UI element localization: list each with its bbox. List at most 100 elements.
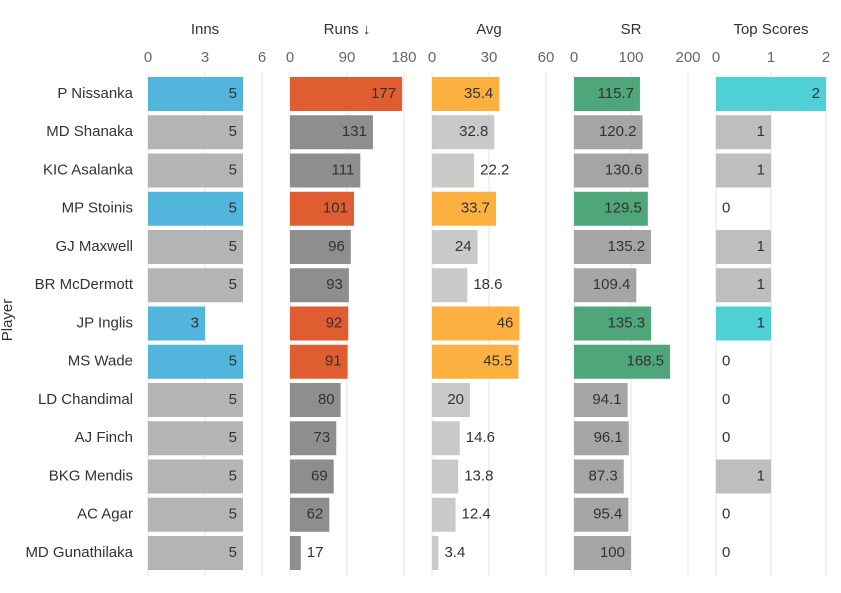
value-label: 17: [307, 544, 324, 561]
value-label: 1: [757, 161, 765, 178]
value-label: 94.1: [592, 391, 621, 408]
y-axis-label: Player: [0, 299, 16, 342]
bar: [290, 536, 301, 570]
bar: [574, 383, 628, 417]
value-label: 92: [326, 314, 343, 331]
value-label: 120.2: [599, 123, 637, 140]
row-label: AC Agar: [77, 506, 133, 523]
row-label: GJ Maxwell: [55, 238, 133, 255]
value-label: 22.2: [480, 161, 509, 178]
row-label: LD Chandimal: [38, 391, 133, 408]
value-label: 80: [318, 391, 335, 408]
bar: [432, 268, 468, 303]
bar: [148, 459, 243, 494]
x-tick-label: 2: [822, 49, 830, 66]
x-tick-label: 0: [144, 49, 152, 66]
x-tick-label: 1: [767, 49, 775, 66]
x-tick-label: 0: [712, 49, 720, 66]
value-label: 1: [757, 238, 765, 255]
value-label: 87.3: [589, 467, 618, 484]
value-label: 135.3: [608, 314, 646, 331]
bar: [148, 153, 243, 188]
value-label: 129.5: [604, 200, 642, 217]
bar: [716, 306, 771, 341]
value-label: 5: [229, 391, 237, 408]
bar: [432, 421, 460, 456]
value-label: 168.5: [626, 353, 664, 370]
bar: [574, 306, 652, 341]
value-label: 33.7: [461, 200, 490, 217]
x-tick-label: 180: [391, 49, 416, 66]
value-label: 0: [722, 391, 730, 408]
bar: [290, 344, 348, 379]
value-label: 0: [722, 200, 730, 217]
row-label: JP Inglis: [77, 314, 133, 331]
bar: [716, 115, 771, 150]
x-tick-label: 0: [286, 49, 294, 66]
value-label: 32.8: [459, 123, 488, 140]
row-label: BKG Mendis: [49, 467, 133, 484]
panel-title: SR: [621, 21, 642, 38]
bar: [148, 115, 243, 150]
bar: [432, 497, 456, 532]
x-tick-label: 90: [339, 49, 356, 66]
value-label: 1: [757, 314, 765, 331]
bar: [290, 191, 354, 226]
value-label: 13.8: [464, 467, 493, 484]
panel-title: Avg: [476, 21, 502, 38]
bar: [716, 153, 771, 188]
value-label: 1: [757, 467, 765, 484]
value-label: 0: [722, 506, 730, 523]
panel-title: Top Scores: [733, 21, 808, 38]
value-label: 45.5: [483, 353, 512, 370]
bar: [574, 115, 643, 150]
value-label: 5: [229, 353, 237, 370]
value-label: 5: [229, 467, 237, 484]
panel-title: Inns: [191, 21, 219, 38]
bar: [574, 536, 631, 570]
value-label: 111: [331, 161, 354, 178]
bar: [432, 191, 497, 226]
value-label: 5: [229, 238, 237, 255]
bar: [574, 77, 640, 111]
x-tick-label: 100: [618, 49, 643, 66]
value-label: 5: [229, 544, 237, 561]
bar: [290, 421, 337, 456]
bar: [148, 344, 243, 379]
value-label: 5: [229, 429, 237, 446]
bar: [716, 230, 771, 264]
value-label: 18.6: [473, 276, 502, 293]
bar: [716, 77, 826, 111]
bar: [148, 191, 243, 226]
bar: [574, 497, 629, 532]
row-label: MP Stoinis: [62, 200, 133, 217]
bar: [148, 306, 205, 341]
value-label: 5: [229, 123, 237, 140]
bar: [432, 77, 500, 111]
value-label: 35.4: [464, 85, 493, 102]
bar: [290, 268, 349, 303]
value-label: 73: [314, 429, 331, 446]
x-tick-label: 30: [481, 49, 498, 66]
bar: [574, 421, 629, 456]
value-label: 14.6: [466, 429, 495, 446]
bar: [716, 459, 771, 494]
row-label: MD Shanaka: [46, 123, 133, 140]
row-label: MS Wade: [68, 353, 133, 370]
value-label: 1: [757, 276, 765, 293]
row-label: MD Gunathilaka: [25, 544, 133, 561]
row-label: AJ Finch: [75, 429, 133, 446]
bar: [290, 115, 373, 150]
value-label: 96: [328, 238, 345, 255]
value-label: 101: [323, 200, 348, 217]
panel-title: Runs ↓: [324, 21, 371, 38]
bar: [290, 230, 351, 264]
bar: [148, 383, 243, 417]
value-label: 69: [311, 467, 328, 484]
bar: [148, 77, 243, 111]
bar: [148, 536, 243, 570]
bar: [574, 459, 624, 494]
bar: [148, 497, 243, 532]
value-label: 131: [342, 123, 367, 140]
